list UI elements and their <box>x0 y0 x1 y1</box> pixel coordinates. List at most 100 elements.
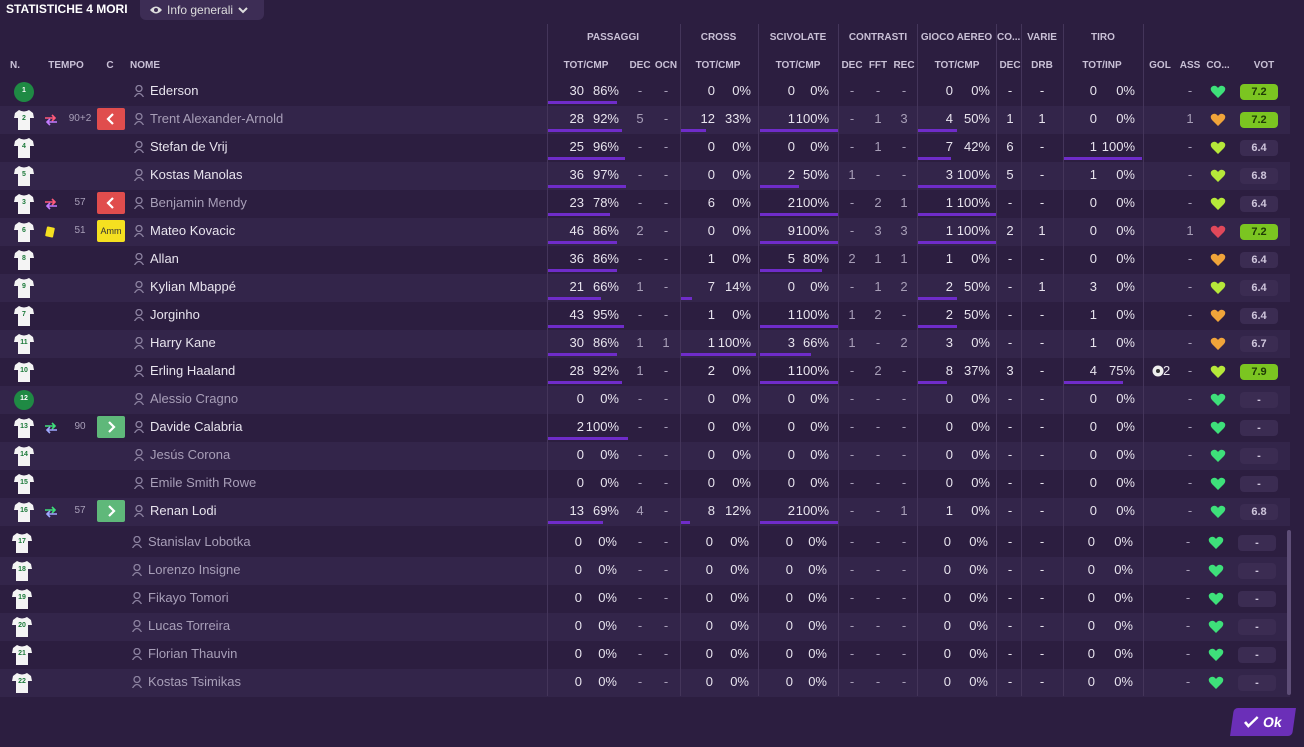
table-row[interactable]: 11 Harry Kane 30 86% 1 1 1 100% 3 66% 1-2 3 0% - -1 0% -… <box>0 330 1290 358</box>
tackles-total: 0 <box>787 419 795 434</box>
cross-pct: 100% <box>717 335 751 350</box>
player-name[interactable]: Benjamin Mendy <box>150 195 247 210</box>
column-header-ass[interactable]: ASS <box>1179 60 1201 71</box>
player-name[interactable]: Stefan de Vrij <box>150 139 228 154</box>
tackles-progress-bar <box>760 353 812 356</box>
shirt-number: 15 <box>20 479 28 486</box>
table-row[interactable]: 4 Stefan de Vrij 25 96% - - 0 0% 0 0% - 1 - 7 42% 6 - 1 10… <box>0 134 1290 162</box>
column-header-pass-dec[interactable]: DEC <box>629 60 651 71</box>
table-row[interactable]: 8 Allan 36 86% - - 1 0% 5 80% 2 1 1 1 0% - - 0 0% - 6.4 <box>0 246 1290 274</box>
column-header-contr-fft[interactable]: FFT <box>868 60 888 71</box>
passes-pct: 69% <box>592 503 619 518</box>
shirt-icon: 14 <box>13 445 35 467</box>
passes-total: 0 <box>576 391 584 406</box>
player-profile-icon <box>133 392 145 406</box>
tackles-pct: 100% <box>795 195 829 210</box>
cross-progress-bar <box>681 521 690 524</box>
player-name[interactable]: Trent Alexander-Arnold <box>150 111 284 126</box>
table-row[interactable]: 1 Ederson 30 86% - - 0 0% 0 0% - - - 0 0% - - 0 0% - 7.2 <box>0 78 1290 106</box>
player-name[interactable]: Kylian Mbappé <box>150 279 236 294</box>
table-row[interactable]: 2 90+2 Trent Alexander-Arnold 28 92% 5 - 12 33% 1… <box>0 106 1290 134</box>
column-header-co[interactable]: CO... <box>1206 60 1230 71</box>
table-row[interactable]: 6 51 Amm Mateo Kovacic 46 86% 2-0 0% 9 100% -3 3 1 10… <box>0 218 1290 246</box>
player-name[interactable]: Ederson <box>150 83 199 98</box>
subbed-on-badge[interactable] <box>97 416 125 438</box>
player-rating: - <box>1240 420 1278 436</box>
table-row[interactable]: 20 Lucas Torreira 0 0% - - 0 0% 0 0% - - - 0 0% - - 0 0% - - <box>0 613 1290 641</box>
column-header-cross-tot[interactable]: TOT/CMP <box>695 60 741 71</box>
column-header-scivolate-tot[interactable]: TOT/CMP <box>775 60 821 71</box>
table-row[interactable]: 17 Stanislav Lobotka 0 0% - -0 0% 0 0% - - -0 0% - -0 0… <box>0 529 1290 557</box>
co-dec: - <box>1007 447 1013 462</box>
check-icon <box>1244 716 1259 728</box>
subbed-off-badge[interactable] <box>97 192 125 214</box>
ok-button[interactable]: Ok <box>1230 708 1296 736</box>
table-row[interactable]: 18 Lorenzo Insigne 0 0% - - 0 0% 0 0% - - - 0 0% - - 0 0% -… <box>0 557 1290 585</box>
column-header-gol[interactable]: GOL <box>1149 60 1171 71</box>
player-name[interactable]: Davide Calabria <box>150 419 243 434</box>
column-header-vot[interactable]: VOT <box>1253 60 1275 71</box>
column-header-varie-drb[interactable]: DRB <box>1031 60 1053 71</box>
table-row[interactable]: 21 Florian Thauvin 0 0% - - 0 0% 0 0% - - - 0 0% - - 0 0% -… <box>0 641 1290 669</box>
table-row[interactable]: 12 Alessio Cragno 0 0% - - 0 0% 0 0% - - - 0 0% - - 0 0% - - <box>0 386 1290 414</box>
scrollbar[interactable] <box>1287 530 1291 695</box>
player-name[interactable]: Renan Lodi <box>150 503 217 518</box>
player-name[interactable]: Harry Kane <box>150 335 216 350</box>
aerial-total: 2 <box>945 307 953 322</box>
table-row[interactable]: 15 Emile Smith Rowe 0 0% - - 0 0% 0 0% - - - 0 0% - - 0 0%… <box>0 470 1290 498</box>
player-name[interactable]: Fikayo Tomori <box>148 590 229 605</box>
player-name[interactable]: Alessio Cragno <box>150 391 239 406</box>
column-header-contr-rec[interactable]: REC <box>893 60 915 71</box>
condition-heart-icon <box>1210 392 1226 408</box>
table-row[interactable]: 16 57 Renan Lodi 13 69% 4 - 8 12% 2 100% - - 1 1 0% - - 0 0… <box>0 498 1290 526</box>
column-header-aereo-tot[interactable]: TOT/CMP <box>934 60 980 71</box>
column-header-pass-tot[interactable]: TOT/CMP <box>563 60 609 71</box>
view-selector[interactable]: Info generali <box>140 0 264 20</box>
column-header-pass-ocn[interactable]: OCN <box>654 60 678 71</box>
player-name[interactable]: Florian Thauvin <box>148 646 238 661</box>
table-row[interactable]: 19 Fikayo Tomori 0 0% - - 0 0% 0 0% - - - 0 0% - - 0 0% - - <box>0 585 1290 613</box>
contrasti-rec: 2 <box>900 279 908 294</box>
subbed-off-badge[interactable] <box>97 108 125 130</box>
column-header-tempo[interactable]: TEMPO <box>48 60 84 71</box>
column-header-n[interactable]: N. <box>10 60 20 71</box>
aerial-total: 1 <box>945 503 953 518</box>
player-name[interactable]: Kostas Tsimikas <box>148 674 241 689</box>
player-name[interactable]: Emile Smith Rowe <box>150 475 257 490</box>
table-row[interactable]: 9 Kylian Mbappé 21 66% 1 - 7 14% 0 0% - 1 2 2 50% - 1 3 0%… <box>0 274 1290 302</box>
table-row[interactable]: 7 Jorginho 43 95% - -1 0% 1 100% 1 2-2 50% - -1 0% -6.4 <box>0 302 1290 330</box>
player-name[interactable]: Allan <box>150 251 179 266</box>
table-row[interactable]: 10 Erling Haaland 28 92% 1-2 0% 1 100% -2-8 37% 3-… <box>0 358 1290 386</box>
player-rating: - <box>1238 535 1276 551</box>
cross-pct: 0% <box>732 419 751 434</box>
player-name[interactable]: Jorginho <box>150 307 200 322</box>
table-row[interactable]: 3 57 Benjamin Mendy 23 78% - -6 0% 2 100% -2 1 1 100%… <box>0 190 1290 218</box>
tackles-pct: 50% <box>802 167 829 182</box>
booking-badge[interactable]: Amm <box>97 220 125 242</box>
passes-pct: 95% <box>592 307 619 322</box>
table-row[interactable]: 5 Kostas Manolas 36 97% - - 0 0% 2 50% 1 - - 3 100% 5 - 1… <box>0 162 1290 190</box>
player-name[interactable]: Kostas Manolas <box>150 167 243 182</box>
subbed-on-badge[interactable] <box>97 500 125 522</box>
shots-total: 0 <box>1087 646 1095 661</box>
table-row[interactable]: 22 Kostas Tsimikas 0 0% - - 0 0% 0 0% - - - 0 0% - - 0 0% -… <box>0 669 1290 697</box>
contrasti-fft: - <box>875 167 881 182</box>
condition-heart-icon <box>1210 448 1226 464</box>
column-header-contr-dec[interactable]: DEC <box>841 60 863 71</box>
shirt-number: 6 <box>22 227 26 234</box>
column-header-tiro-tot[interactable]: TOT/INP <box>1082 60 1122 71</box>
column-header-c[interactable]: C <box>106 60 114 71</box>
top-bar: STATISTICHE 4 MORI Info generali <box>0 0 1304 20</box>
player-name[interactable]: Lucas Torreira <box>148 618 231 633</box>
column-header-co-dec[interactable]: DEC <box>999 60 1021 71</box>
player-name[interactable]: Mateo Kovacic <box>150 223 236 238</box>
column-header-nome[interactable]: NOME <box>130 60 160 71</box>
ok-label: Ok <box>1262 714 1283 730</box>
table-row[interactable]: 14 Jesús Corona 0 0% - - 0 0% 0 0% - - - 0 0% - - 0 0% - - <box>0 442 1290 470</box>
player-name[interactable]: Jesús Corona <box>150 447 231 462</box>
player-name[interactable]: Lorenzo Insigne <box>148 562 241 577</box>
player-name[interactable]: Stanislav Lobotka <box>148 534 251 549</box>
minute-label: 90 <box>74 421 86 432</box>
player-name[interactable]: Erling Haaland <box>150 363 236 378</box>
table-row[interactable]: 13 90 Davide Calabria 2 100% - - 0 0% 0 0% - - - 0 0% - -… <box>0 414 1290 442</box>
